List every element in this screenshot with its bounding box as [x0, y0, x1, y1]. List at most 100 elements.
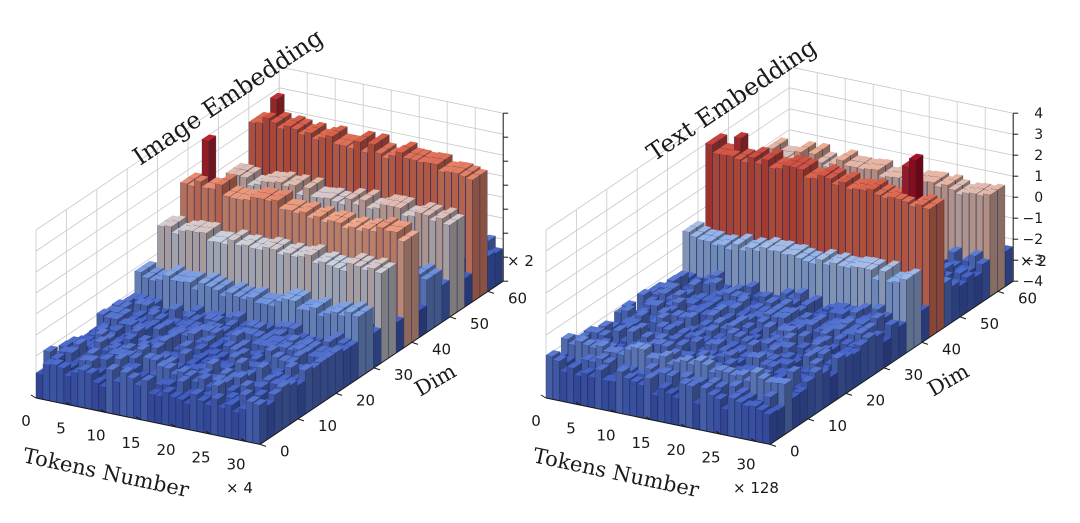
y-tick-label: 20 [356, 391, 375, 409]
bar-top-face [304, 127, 319, 134]
bar-front-face [161, 391, 169, 426]
bar-top-face [269, 116, 284, 123]
sidewall-gridline [35, 108, 280, 273]
bar-side-face [305, 365, 313, 414]
bar-side-face [373, 327, 382, 369]
y-tick [411, 341, 419, 345]
y-axis-multiplier: × 2 [507, 252, 534, 270]
bar-side-face [449, 219, 458, 318]
bar-side-face [974, 272, 983, 307]
bar-side-face [297, 380, 306, 420]
bar-top-face [256, 111, 271, 119]
bar-side-face [350, 341, 359, 384]
bar-top-face [277, 111, 292, 118]
x-tick-label: 20 [156, 441, 175, 459]
bar-top-face [339, 139, 354, 147]
bar-top-face [409, 154, 424, 161]
x-tick-label: 15 [121, 434, 140, 452]
y-tick-label: 0 [280, 442, 290, 460]
bar-front-face [189, 393, 197, 432]
bar-top-face [424, 151, 439, 158]
bar-top-face [458, 170, 473, 177]
bar-top-face [291, 115, 306, 122]
bar-front-face [238, 407, 246, 442]
bar-top-face [325, 130, 340, 137]
y-tick-label: 60 [508, 289, 527, 307]
bar-front-face [42, 363, 50, 401]
bar-side-face [441, 280, 450, 323]
bar-side-face [457, 214, 465, 312]
bar-side-face [487, 251, 496, 292]
bar-front-face [224, 403, 232, 439]
bar [465, 173, 480, 302]
backwall-gridline [279, 66, 504, 114]
bar-front-face [35, 372, 43, 400]
bar-side-face [289, 380, 298, 425]
bar-front-face [119, 371, 127, 417]
bar-top-face [423, 157, 438, 164]
bar-side-face [997, 184, 1006, 292]
bar-top-face [312, 121, 327, 129]
bar-front-face [84, 372, 92, 410]
bar-top-face [382, 142, 397, 149]
bar-top-face [444, 166, 459, 173]
bar-field [35, 92, 503, 445]
bar-top-face [248, 117, 263, 124]
bar-top-face [332, 138, 347, 145]
bar-top-face [452, 161, 467, 168]
bar-front-face [49, 363, 57, 403]
bar-front-face [70, 371, 78, 407]
sidewall-gridline [35, 66, 280, 231]
bar-front-face [210, 397, 218, 436]
bar-top-face [347, 134, 362, 141]
y-tick-label: 10 [318, 417, 337, 435]
bar-top-face [437, 166, 452, 173]
bar-top-face [417, 149, 432, 156]
x-tick-label: 25 [191, 448, 210, 466]
bar-front-face [175, 398, 183, 429]
bar-front-face [126, 376, 134, 419]
bar-side-face [267, 400, 275, 440]
bar-front-face [98, 385, 106, 413]
bar-side-face [358, 311, 366, 379]
bar-front-face [154, 395, 162, 425]
bar [252, 399, 268, 445]
bar-top-face [340, 133, 355, 140]
bar-front-face [56, 366, 64, 404]
bar-top-face [283, 120, 298, 127]
bar-front-face [63, 375, 71, 406]
bar-side-face [464, 273, 473, 307]
bar-front-face [147, 393, 155, 423]
x-tick-label: 5 [56, 419, 66, 437]
bar-top-face [298, 118, 313, 125]
x-tick-label: 0 [21, 412, 31, 430]
bar-top-face [451, 167, 466, 174]
bar-top-face [367, 138, 382, 145]
bar-side-face [411, 231, 420, 343]
bar-top-face [431, 152, 446, 159]
bar-side-face [479, 169, 488, 297]
bar-side-face [495, 248, 503, 287]
bar-side-face [320, 357, 328, 404]
bar-side-face [259, 400, 268, 445]
y-tick [487, 290, 495, 294]
y-tick-label: 40 [432, 340, 451, 358]
bar-side-face [403, 236, 412, 348]
bar-side-face [282, 382, 290, 430]
bar-side-face [274, 389, 283, 435]
bar-top-face [395, 146, 410, 153]
bar-front-face [196, 399, 204, 433]
bar-front-face [168, 395, 176, 428]
bar-side-face [327, 352, 336, 399]
bar-side-face [365, 306, 374, 374]
bar-front-face [231, 411, 239, 441]
bar-top-face [430, 158, 445, 165]
y-tick [449, 316, 457, 320]
bar-top-face [262, 112, 277, 119]
bar-front-face [112, 380, 120, 416]
x-tick-label: 10 [86, 427, 105, 445]
x-tick [30, 394, 37, 399]
